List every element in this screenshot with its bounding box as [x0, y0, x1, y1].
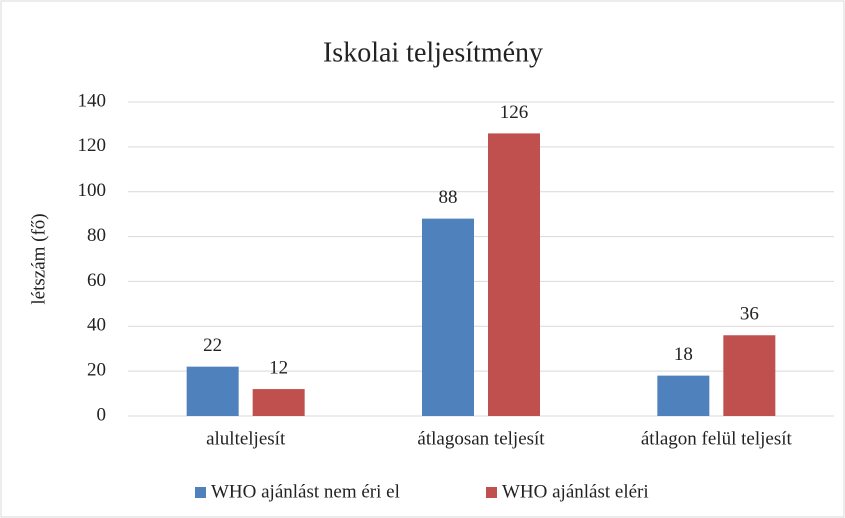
y-tick-label: 100	[78, 180, 107, 201]
y-axis-label: létszám (fő)	[28, 213, 49, 304]
y-tick-label: 60	[87, 270, 106, 291]
y-tick-label: 120	[78, 135, 107, 156]
legend-swatch	[195, 487, 206, 498]
y-tick-label: 20	[87, 360, 106, 381]
data-label: 88	[439, 187, 458, 208]
bar	[186, 366, 239, 416]
x-tick-label: átlagon felül teljesít	[641, 428, 793, 449]
x-tick-label: átlagosan teljesít	[417, 428, 545, 449]
bar	[657, 375, 710, 416]
y-tick-label: 80	[87, 225, 106, 246]
y-tick-label: 0	[97, 404, 107, 425]
bar	[723, 335, 776, 416]
legend-swatch	[486, 487, 497, 498]
data-label: 18	[674, 344, 693, 365]
data-label: 12	[269, 357, 288, 378]
y-tick-label: 40	[87, 315, 106, 336]
data-label: 36	[740, 304, 759, 325]
chart-title: Iskolai teljesítmény	[323, 37, 543, 68]
bar	[488, 133, 540, 416]
data-label: 22	[203, 335, 222, 356]
legend-label: WHO ajánlást eléri	[502, 481, 649, 502]
data-label: 126	[500, 102, 529, 123]
bar	[422, 218, 474, 416]
y-tick-label: 140	[78, 90, 107, 111]
bar	[252, 389, 305, 416]
x-tick-label: alulteljesít	[206, 428, 286, 449]
legend-label: WHO ajánlást nem éri el	[211, 481, 400, 502]
